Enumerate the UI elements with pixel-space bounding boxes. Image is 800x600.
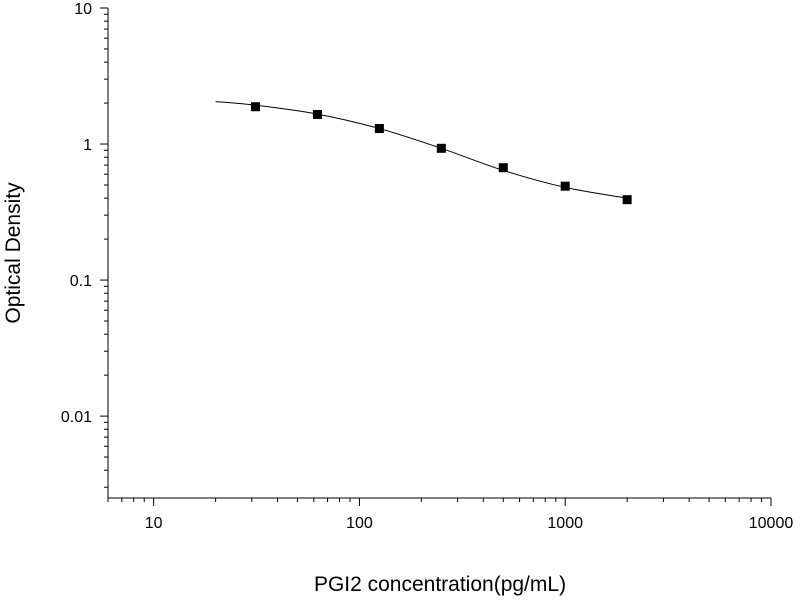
fit-curve: [215, 101, 628, 199]
y-axis-title: Optical Density: [2, 182, 25, 324]
x-tick-label: 10000: [749, 515, 794, 532]
x-tick-label: 10: [145, 515, 163, 532]
tick-labels: 10 100 1000 10000 0.01 0.1 1 10: [61, 1, 793, 532]
chart-axes: [107, 8, 771, 499]
axis-ticks: [100, 7, 772, 506]
y-tick-label: 0.01: [61, 409, 92, 426]
x-axis-title: PGI2 concentration(pg/mL): [314, 573, 566, 596]
data-points-layer: [250, 102, 632, 205]
y-tick-label: 0.1: [70, 273, 92, 290]
data-point: [250, 102, 260, 112]
x-tick-label: 1000: [547, 515, 583, 532]
data-point: [374, 124, 384, 134]
y-tick-label: 10: [74, 1, 92, 18]
data-point: [622, 195, 632, 205]
data-point: [312, 109, 322, 119]
fit-curve-layer: [215, 101, 628, 199]
y-tick-label: 1: [83, 137, 92, 154]
x-tick-label: 100: [346, 515, 373, 532]
data-point: [436, 143, 446, 153]
data-point: [498, 163, 508, 173]
data-point: [560, 181, 570, 191]
